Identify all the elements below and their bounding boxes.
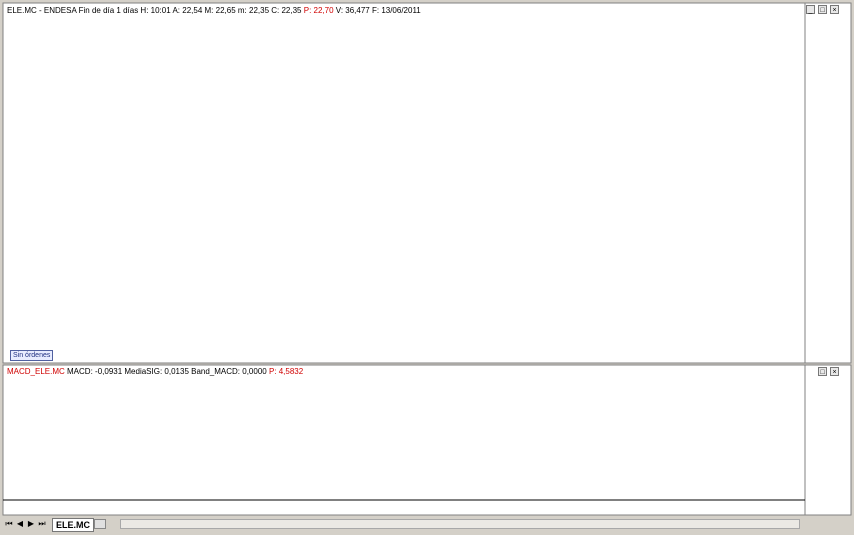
macd-panel <box>2 364 852 516</box>
price-header: ELE.MC - ENDESA Fin de día 1 días H: 10:… <box>7 6 421 15</box>
horizontal-scrollbar[interactable] <box>120 519 800 529</box>
symbol: ELE.MC <box>7 6 37 15</box>
macd-value: -0,0931 <box>95 367 123 376</box>
maximize-button[interactable]: □ <box>818 5 827 14</box>
m-low-value: 22,35 <box>249 6 270 15</box>
v-value: 36,477 <box>345 6 370 15</box>
macd-header: MACD_ELE.MC MACD: -0,0931 MediaSIG: 0,01… <box>7 367 304 376</box>
next-icon[interactable]: ▶ <box>27 519 35 528</box>
company-name: ENDESA <box>43 6 77 15</box>
tab-ele-mc[interactable]: ELE.MC <box>52 518 95 532</box>
macd-close-button[interactable]: × <box>830 367 839 376</box>
macd-p-value: 4,5832 <box>278 367 304 376</box>
first-icon[interactable]: ⏮ <box>5 519 13 528</box>
price-panel <box>2 2 852 364</box>
date-value: 13/06/2011 <box>381 6 421 15</box>
band-value: 0,0000 <box>242 367 267 376</box>
close-button[interactable]: × <box>830 5 839 14</box>
m-high-value: 22,65 <box>215 6 236 15</box>
last-icon[interactable]: ⏭ <box>38 519 46 528</box>
a-value: 22,54 <box>182 6 203 15</box>
scroll-thumb[interactable] <box>94 519 106 529</box>
minimize-button[interactable]: _ <box>806 5 815 14</box>
period: Fin de día 1 días <box>78 6 139 15</box>
p-value: 22,70 <box>313 6 334 15</box>
sin-ordenes-badge[interactable]: Sin órdenes <box>10 350 54 361</box>
macd-maximize-button[interactable]: □ <box>818 367 827 376</box>
h-value: 10:01 <box>150 6 171 15</box>
c-value: 22,35 <box>281 6 302 15</box>
mediasig-value: 0,0135 <box>164 367 189 376</box>
prev-icon[interactable]: ◀ <box>16 519 24 528</box>
